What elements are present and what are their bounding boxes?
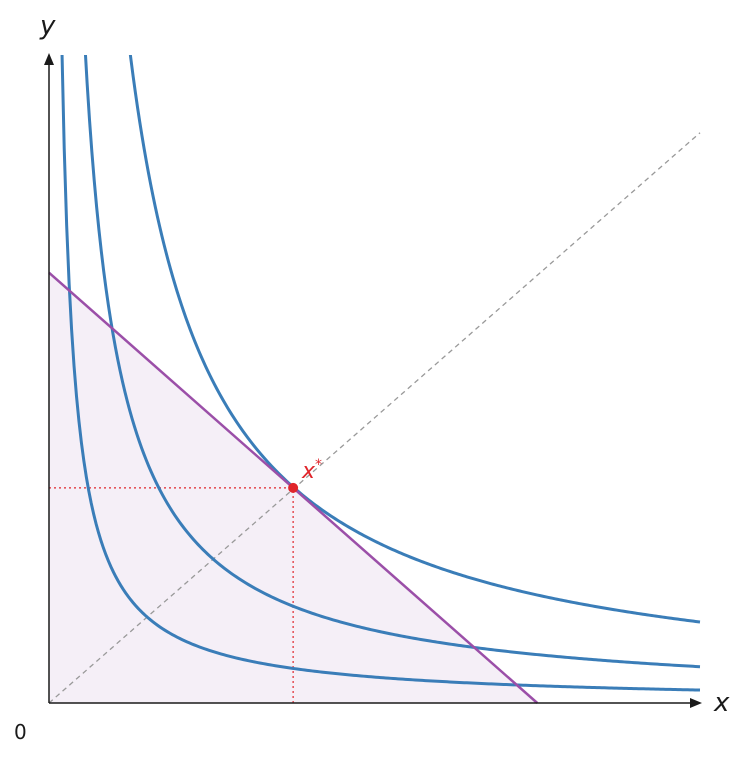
indifference-curve-2 [83,55,701,669]
optimum-layer [288,482,299,493]
indifference-curve-3 [128,55,701,624]
diagonal-dashed-line [48,132,701,704]
indifference-curve-1 [60,55,701,692]
axes-layer [44,53,702,708]
y-axis-arrowhead [44,53,54,65]
x-axis-label: x [713,688,730,718]
origin-label: 0 [14,720,27,744]
y-axis-label: y [39,11,56,41]
optimum-label-superscript: * [315,457,322,473]
indifference-curves-layer [60,55,701,692]
optimum-label: x* [301,457,322,484]
optimum-label-base: x [301,459,316,484]
x-axis-arrowhead [690,698,702,708]
optimum-point [288,482,299,493]
